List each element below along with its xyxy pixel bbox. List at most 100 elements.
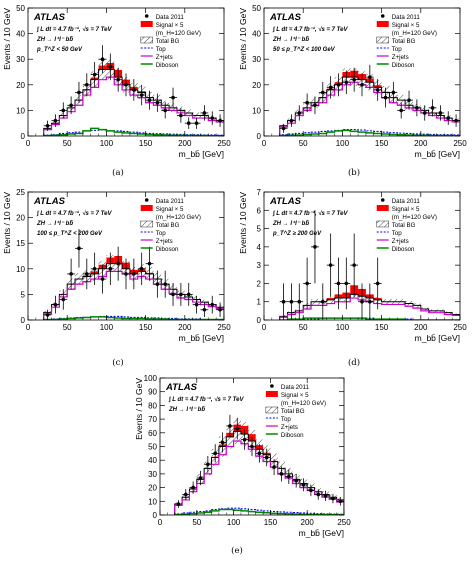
y-tick-label: 0 — [257, 316, 262, 325]
legend-totalbg-swatch — [265, 406, 279, 414]
panel-label: (d) — [348, 357, 360, 368]
data-point — [69, 103, 73, 108]
x-axis-label: m_bb̄ [GeV] — [415, 149, 460, 159]
legend-data-marker — [380, 198, 385, 202]
lumi-text: ∫ L dt = 4.7 fb⁻¹, √s = 7 TeV — [272, 26, 348, 33]
legend-signal-swatch — [265, 391, 278, 397]
legend-totalbg-swatch — [140, 36, 153, 44]
y-axis-label: Events / 10 GeV — [238, 8, 248, 70]
data-point — [220, 440, 225, 445]
y-tick-label: 90 — [148, 388, 157, 397]
zjets-line — [43, 270, 224, 320]
legend-totalbg-swatch — [376, 220, 389, 228]
y-tick-label: 1 — [257, 298, 262, 307]
panel-label: (c) — [112, 357, 123, 368]
legend-label: Signal × 5 — [281, 392, 309, 399]
legend-label: Signal × 5 — [392, 22, 420, 29]
data-point — [176, 502, 181, 506]
y-tick-label: 70 — [148, 415, 157, 424]
data-point — [281, 126, 286, 131]
legend-label: (m_H=120 GeV) — [281, 400, 326, 407]
data-point — [407, 98, 411, 102]
x-tick-label: 50 — [63, 139, 72, 148]
x-tick-label: 50 — [299, 139, 308, 148]
plot-area — [42, 229, 224, 320]
zjets-line — [43, 76, 224, 136]
data-point — [179, 292, 183, 297]
data-point — [171, 292, 175, 297]
x-axis-label: m_bb̄ [GeV] — [179, 333, 224, 343]
x-tick-label: 200 — [414, 139, 428, 148]
data-point — [218, 118, 222, 123]
legend-label: Diboson — [156, 62, 179, 69]
data-point — [305, 100, 309, 105]
data-point — [344, 80, 349, 85]
data-point — [132, 272, 136, 276]
x-tick-label: 0 — [262, 139, 267, 148]
lumi-text: ∫ L dt = 4.7 fb⁻¹, √s = 7 TeV — [272, 210, 348, 217]
legend-label: Z+jets — [281, 424, 298, 431]
legend-label: Diboson — [281, 432, 304, 439]
x-tick-label: 50 — [299, 323, 308, 332]
data-point — [61, 297, 66, 302]
data-point — [399, 108, 404, 113]
x-tick-label: 100 — [100, 323, 114, 332]
data-point — [391, 90, 396, 95]
y-tick-label: 5 — [257, 225, 262, 234]
data-point — [323, 494, 328, 498]
x-tick-label: 100 — [336, 323, 350, 332]
x-tick-label: 150 — [375, 139, 389, 148]
data-point — [213, 451, 217, 456]
data-point — [147, 261, 152, 266]
y-tick-label: 50 — [16, 4, 25, 13]
data-point — [281, 299, 286, 304]
data-point — [321, 90, 325, 95]
x-axis-label: m_bb̄ [GeV] — [299, 528, 344, 538]
atlas-label: ATLAS — [33, 196, 66, 207]
data-point — [287, 474, 291, 479]
legend-label: Z+jets — [156, 54, 173, 61]
y-tick-label: 10 — [16, 106, 25, 115]
y-tick-label: 40 — [16, 30, 25, 39]
data-point — [69, 272, 73, 276]
atlas-label: ATLAS — [269, 196, 302, 207]
chart-panel-1: 0 50 100 150 200 250 0 10 20 30 40 50 m_bb̄ [GeV] Eve… — [2, 4, 231, 178]
process-text: ZH → l⁺l⁻ bb̄ — [272, 36, 309, 43]
y-tick-label: 60 — [148, 429, 157, 438]
data-point — [336, 281, 341, 286]
lumi-text: ∫ L dt = 4.7 fb⁻¹, √s = 7 TeV — [36, 26, 112, 33]
chart-panel-4: 0 50 100 150 200 250 0 1 2 3 4 5 6 7 m_bb̄ [GeV] Events… — [238, 188, 467, 368]
process-text: ZH → l⁺l⁻ bb̄ — [272, 220, 309, 227]
y-tick-label: 30 — [252, 55, 261, 64]
lumi-text: ∫ L dt = 4.7 fb⁻¹, √s = 7 TeV — [168, 396, 244, 403]
y-tick-label: 30 — [16, 55, 25, 64]
x-tick-label: 200 — [178, 323, 192, 332]
data-point — [85, 83, 89, 87]
y-tick-label: 100 — [144, 374, 158, 383]
legend-totalbg-swatch — [376, 36, 389, 44]
y-tick-label: 3 — [257, 261, 262, 270]
data-point — [309, 488, 313, 493]
data-point — [108, 267, 113, 271]
y-tick-label: 0 — [153, 511, 158, 520]
legend-data-marker — [380, 14, 385, 18]
legend-label: Total BG — [392, 38, 416, 45]
data-point — [438, 111, 443, 115]
panel-label: (a) — [112, 167, 124, 178]
data-point — [250, 444, 254, 449]
x-tick-label: 150 — [139, 139, 153, 148]
data-point — [100, 57, 105, 61]
data-point — [186, 292, 191, 297]
y-tick-label: 2 — [257, 279, 262, 288]
y-tick-label: 10 — [16, 265, 25, 274]
data-point — [183, 492, 188, 497]
y-tick-label: 20 — [16, 81, 25, 90]
data-point — [272, 465, 276, 469]
x-tick-label: 100 — [227, 518, 241, 527]
data-point — [45, 123, 50, 128]
data-point — [305, 281, 309, 286]
data-point — [163, 282, 167, 286]
data-point — [331, 496, 335, 501]
data-point — [210, 116, 215, 120]
